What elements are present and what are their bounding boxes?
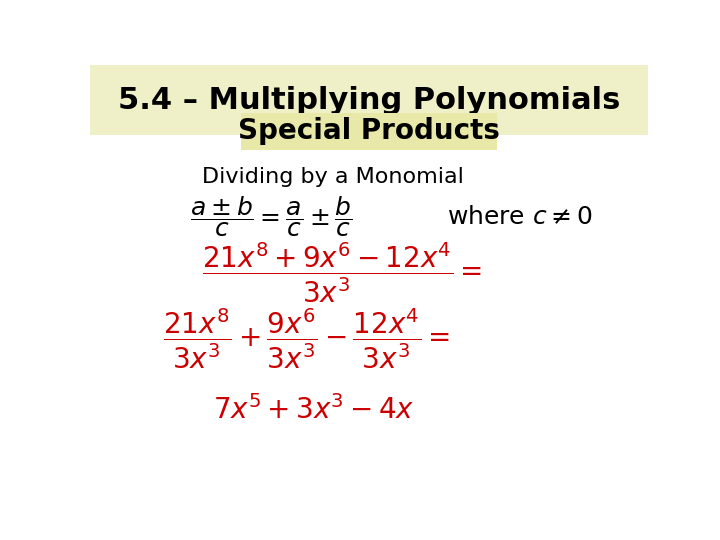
Text: $\dfrac{a \pm b}{c} = \dfrac{a}{c} \pm \dfrac{b}{c}$: $\dfrac{a \pm b}{c} = \dfrac{a}{c} \pm \…: [190, 194, 353, 239]
Text: where $c \neq 0$: where $c \neq 0$: [447, 205, 593, 228]
Text: $\dfrac{21x^8 + 9x^6 - 12x^4}{3x^3} =$: $\dfrac{21x^8 + 9x^6 - 12x^4}{3x^3} =$: [202, 240, 482, 305]
Text: Dividing by a Monomial: Dividing by a Monomial: [202, 167, 464, 187]
FancyBboxPatch shape: [90, 65, 648, 136]
Text: $\dfrac{21x^8}{3x^3} + \dfrac{9x^6}{3x^3} - \dfrac{12x^4}{3x^3} =$: $\dfrac{21x^8}{3x^3} + \dfrac{9x^6}{3x^3…: [163, 307, 450, 372]
Text: 5.4 – Multiplying Polynomials: 5.4 – Multiplying Polynomials: [118, 86, 620, 114]
Text: $7x^5 + 3x^3 - 4x$: $7x^5 + 3x^3 - 4x$: [213, 395, 414, 425]
Text: Special Products: Special Products: [238, 117, 500, 145]
FancyBboxPatch shape: [240, 113, 498, 150]
